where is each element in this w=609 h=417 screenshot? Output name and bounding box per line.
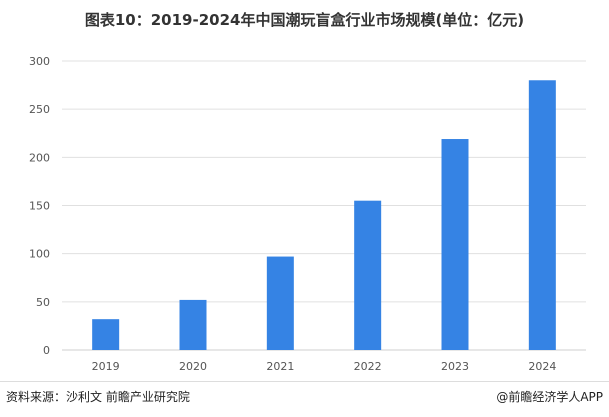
x-tick-label: 2020 [179, 360, 207, 373]
x-tick-label: 2024 [528, 360, 556, 373]
x-tick-label: 2019 [92, 360, 120, 373]
chart-title: 图表10：2019-2024年中国潮玩盲盒行业市场规模(单位：亿元) [84, 11, 525, 29]
bar-2021 [266, 256, 294, 350]
source-note: 资料来源：沙利文 前瞻产业研究院 [6, 390, 190, 404]
y-tick-label: 0 [43, 344, 50, 357]
y-tick-label: 250 [29, 103, 50, 116]
y-tick-label: 150 [29, 200, 50, 213]
y-tick-label: 50 [36, 296, 50, 309]
bar-2022 [354, 200, 382, 350]
brand-label: @前瞻经济学人APP [496, 390, 603, 404]
bar-2024 [528, 80, 556, 351]
x-tick-label: 2022 [354, 360, 382, 373]
y-tick-label: 200 [29, 151, 50, 164]
bar-2023 [441, 139, 469, 350]
bar-2020 [179, 299, 207, 350]
bar-2019 [92, 319, 120, 350]
y-tick-label: 100 [29, 248, 50, 261]
x-tick-label: 2023 [441, 360, 469, 373]
footer-divider [0, 381, 609, 382]
bar-chart: 0 50 100 150 200 250 300 2019 2020 2021 2022 2023 20… [29, 55, 586, 373]
x-tick-label: 2021 [266, 360, 294, 373]
y-tick-label: 300 [29, 55, 50, 68]
